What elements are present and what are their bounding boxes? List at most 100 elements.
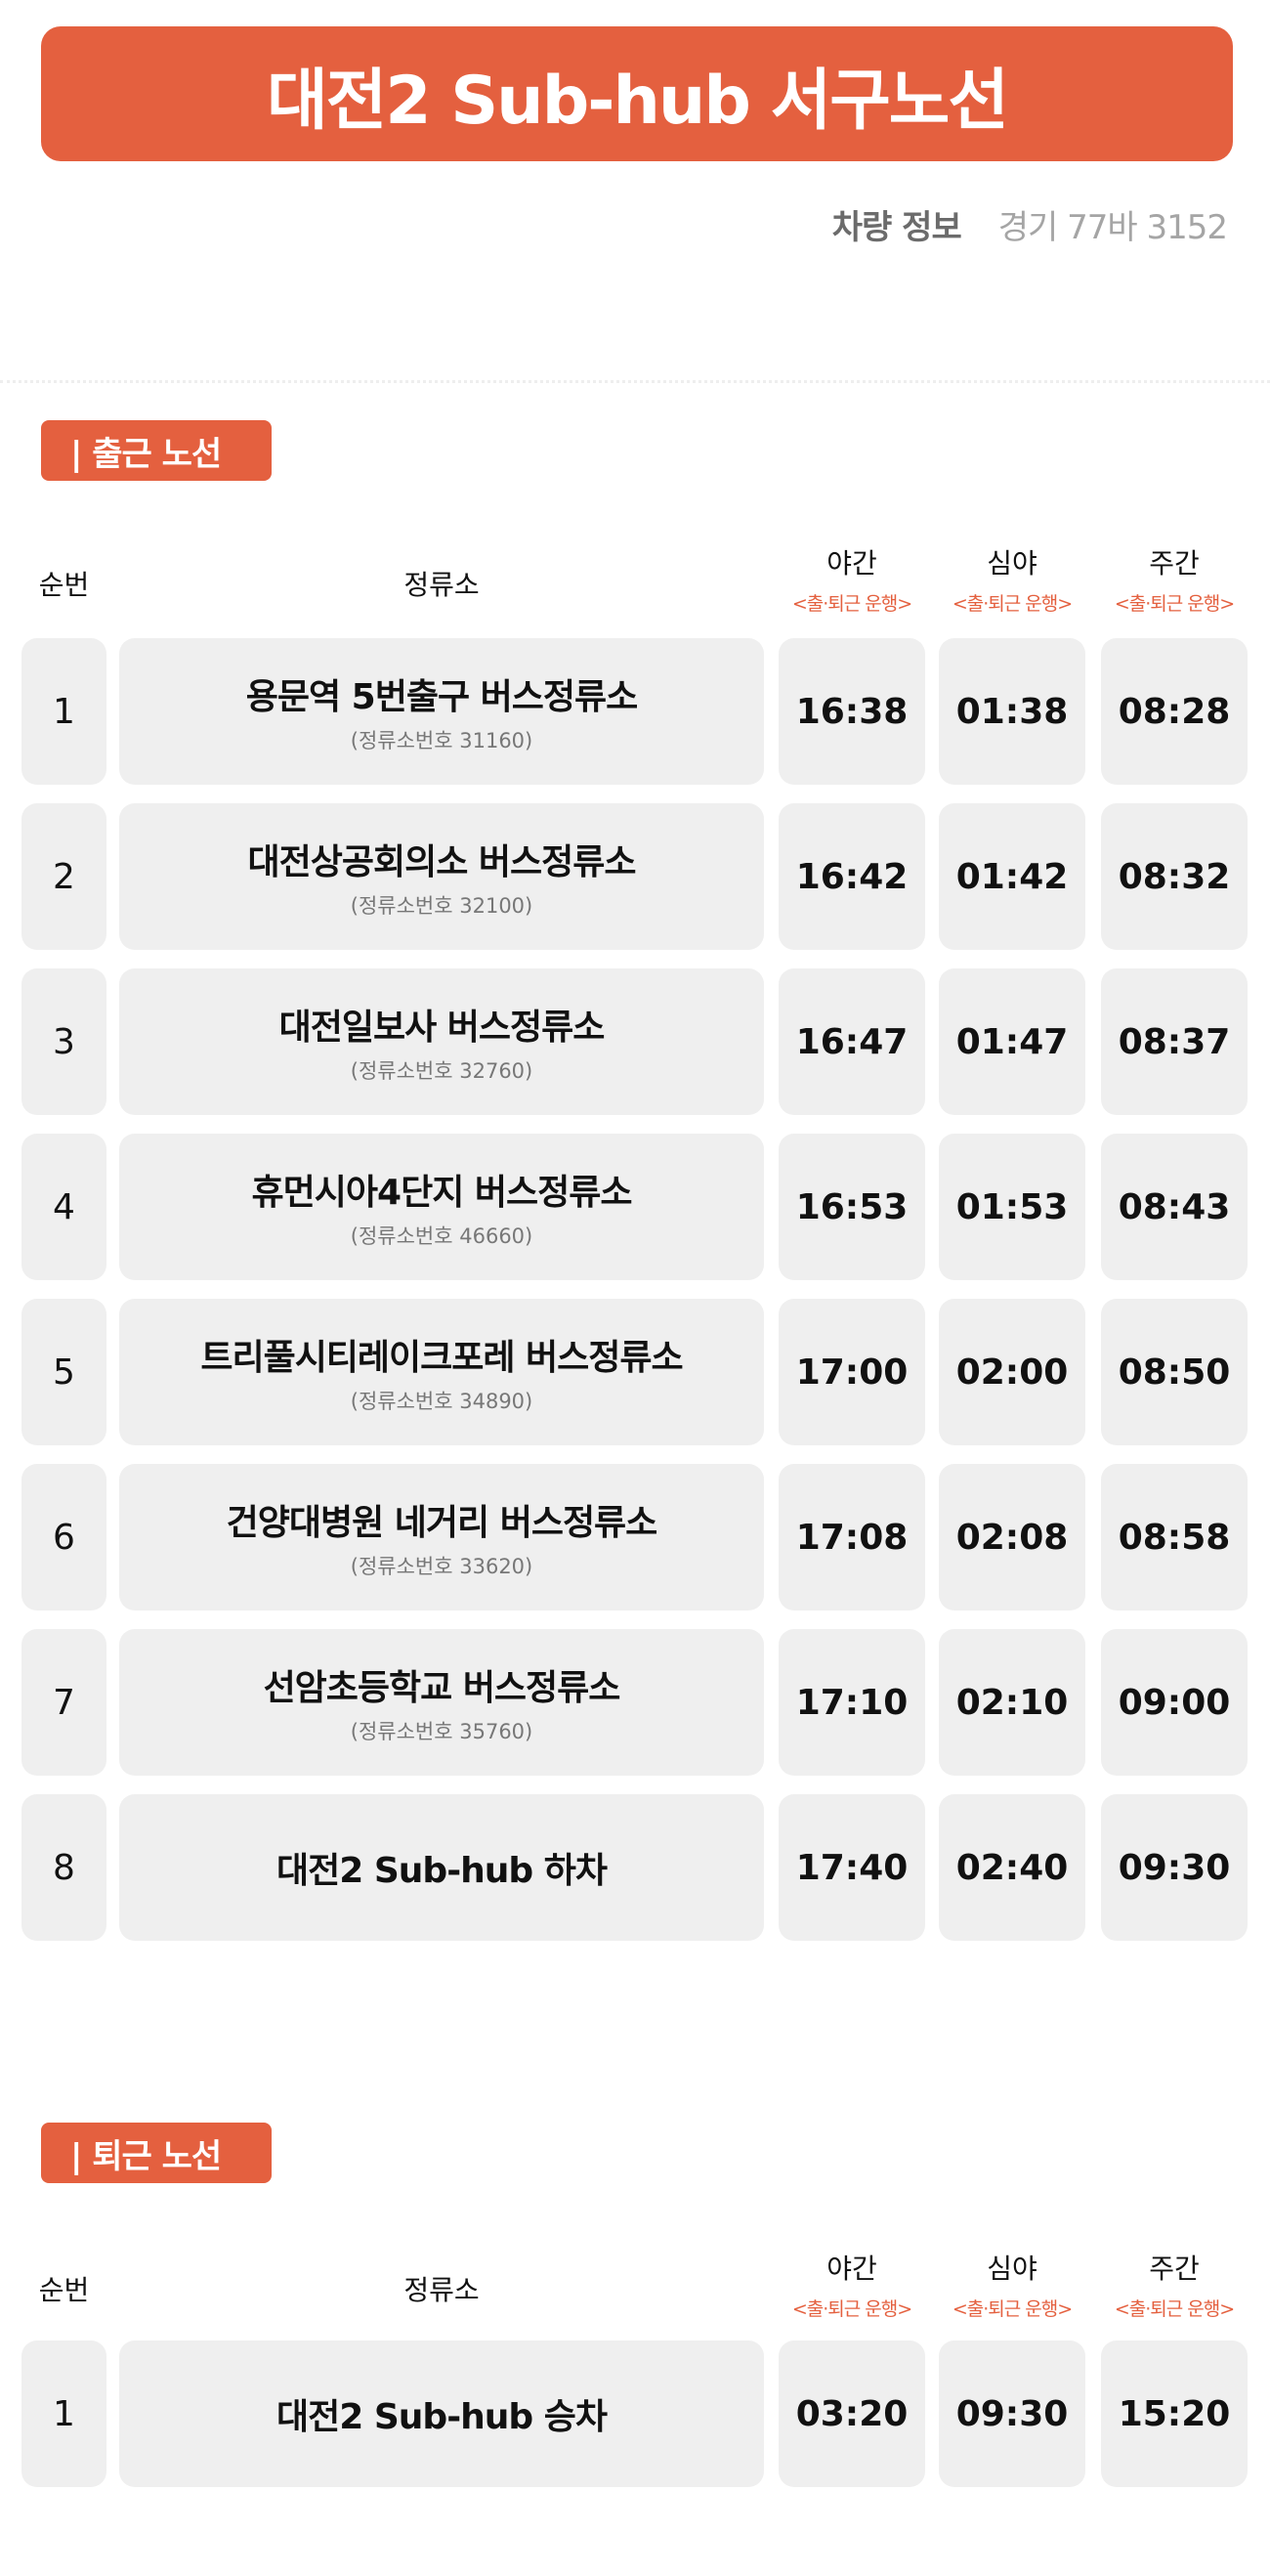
stop-code: (정류소번호 46660) [350,1224,533,1248]
header-day: 주간 <출·퇴근 운행> [1091,2248,1257,2321]
shift-note: <출·퇴근 운행> [952,593,1073,615]
stop-code: (정류소번호 33620) [350,1555,533,1578]
night-time-cell: 16:53 [779,1134,925,1280]
stop-cell: 대전2 Sub-hub 하차 [119,1794,764,1941]
night-time-cell: 03:20 [779,2340,925,2487]
night-time-cell: 17:10 [779,1629,925,1776]
header-late_night-label: 심야 [987,547,1037,580]
order-cell: 7 [21,1629,106,1776]
night-time-cell: 16:47 [779,968,925,1115]
shift-note: <출·퇴근 운행> [791,2298,912,2320]
stop-name: 대전2 Sub-hub 승차 [276,2397,608,2437]
day-time: 09:00 [1118,1682,1231,1723]
night-time: 03:20 [795,2393,909,2434]
stop-name: 트리풀시티레이크포레 버스정류소 [200,1338,683,1378]
late_night-time-cell: 02:10 [939,1629,1085,1776]
day-time-cell: 08:28 [1101,638,1248,785]
table-row: 1 용문역 5번출구 버스정류소 (정류소번호 31160) 16:38 01:38 0… [0,638,1270,785]
late_night-time-cell: 02:40 [939,1794,1085,1941]
table-row: 8 대전2 Sub-hub 하차 17:40 02:40 09:30 [0,1794,1270,1941]
late_night-time-cell: 01:38 [939,638,1085,785]
day-time: 08:37 [1118,1021,1231,1062]
night-time-cell: 16:42 [779,803,925,950]
stop-cell: 건양대병원 네거리 버스정류소 (정류소번호 33620) [119,1464,764,1610]
late_night-time: 02:00 [955,1352,1069,1393]
header-order: 순번 [38,569,90,601]
section-badge: | 출근 노선 [41,420,272,481]
header-stop: 정류소 [403,2274,480,2306]
table-row: 1 대전2 Sub-hub 승차 03:20 09:30 15:20 [0,2340,1270,2487]
header-stop: 정류소 [403,569,480,601]
order-number: 5 [53,1352,75,1393]
stop-name: 대전상공회의소 버스정류소 [247,842,637,882]
stop-code: (정류소번호 32100) [350,894,533,918]
day-time-cell: 08:50 [1101,1299,1248,1445]
stop-cell: 대전일보사 버스정류소 (정류소번호 32760) [119,968,764,1115]
order-number: 6 [53,1517,75,1558]
order-number: 7 [53,1682,75,1723]
shift-note: <출·퇴근 운행> [791,593,912,615]
order-number: 8 [53,1847,75,1888]
header-late_night: 심야 <출·퇴근 운행> [929,542,1095,616]
table-row: 6 건양대병원 네거리 버스정류소 (정류소번호 33620) 17:08 02:08… [0,1464,1270,1610]
order-cell: 4 [21,1134,106,1280]
day-time-cell: 09:00 [1101,1629,1248,1776]
order-number: 1 [53,2393,75,2434]
header-night-label: 야간 [826,2253,877,2285]
late_night-time: 02:10 [955,1682,1069,1723]
late_night-time: 01:42 [955,856,1069,897]
day-time: 08:58 [1118,1517,1231,1558]
table-header: 순번 정류소 야간 <출·퇴근 운행> 심야 <출·퇴근 운행> 주간 <출·퇴근 운행> [0,2248,1270,2336]
late_night-time-cell: 01:42 [939,803,1085,950]
table-row: 2 대전상공회의소 버스정류소 (정류소번호 32100) 16:42 01:42 08… [0,803,1270,950]
shift-note: <출·퇴근 운행> [1114,2298,1235,2320]
order-cell: 1 [21,2340,106,2487]
stop-code: (정류소번호 34890) [350,1390,533,1413]
night-time: 16:38 [795,691,909,732]
day-time: 08:43 [1118,1186,1231,1227]
header-night-label: 야간 [826,547,877,580]
table-row: 7 선암초등학교 버스정류소 (정류소번호 35760) 17:10 02:10 09:… [0,1629,1270,1776]
section-badge: | 퇴근 노선 [41,2123,272,2183]
header-day-label: 주간 [1149,2253,1200,2285]
stop-cell: 선암초등학교 버스정류소 (정류소번호 35760) [119,1629,764,1776]
night-time: 17:00 [795,1352,909,1393]
day-time-cell: 08:32 [1101,803,1248,950]
night-time: 17:08 [795,1517,909,1558]
order-cell: 1 [21,638,106,785]
table-header: 순번 정류소 야간 <출·퇴근 운행> 심야 <출·퇴근 운행> 주간 <출·퇴근 운행> [0,542,1270,630]
night-time: 16:42 [795,856,909,897]
stop-name: 건양대병원 네거리 버스정류소 [226,1503,658,1543]
shift-note: <출·퇴근 운행> [1114,593,1235,615]
divider [0,380,1270,383]
order-cell: 5 [21,1299,106,1445]
stop-cell: 트리풀시티레이크포레 버스정류소 (정류소번호 34890) [119,1299,764,1445]
stop-name: 대전2 Sub-hub 하차 [276,1851,608,1891]
table-row: 3 대전일보사 버스정류소 (정류소번호 32760) 16:47 01:47 08:3… [0,968,1270,1115]
late_night-time: 09:30 [955,2393,1069,2434]
header-late_night: 심야 <출·퇴근 운행> [929,2248,1095,2321]
late_night-time: 01:38 [955,691,1069,732]
stop-name: 휴먼시아4단지 버스정류소 [251,1173,633,1213]
late_night-time: 01:53 [955,1186,1069,1227]
vehicle-plate: 경기 77바 3152 [997,208,1228,247]
day-time: 08:28 [1118,691,1231,732]
night-time-cell: 17:40 [779,1794,925,1941]
order-cell: 8 [21,1794,106,1941]
night-time-cell: 16:38 [779,638,925,785]
late_night-time: 01:47 [955,1021,1069,1062]
table-row: 4 휴먼시아4단지 버스정류소 (정류소번호 46660) 16:53 01:53 08… [0,1134,1270,1280]
order-cell: 6 [21,1464,106,1610]
vehicle-info: 차량 정보 경기 77바 3152 [832,200,1228,248]
late_night-time-cell: 09:30 [939,2340,1085,2487]
stop-code: (정류소번호 31160) [350,729,533,752]
header-order: 순번 [38,2274,90,2306]
header-day-label: 주간 [1149,547,1200,580]
header-night: 야간 <출·퇴근 운행> [769,2248,935,2321]
day-time-cell: 09:30 [1101,1794,1248,1941]
header-day: 주간 <출·퇴근 운행> [1091,542,1257,616]
stop-name: 용문역 5번출구 버스정류소 [245,677,638,717]
shift-note: <출·퇴근 운행> [952,2298,1073,2320]
order-number: 1 [53,691,75,732]
stop-code: (정류소번호 35760) [350,1720,533,1743]
